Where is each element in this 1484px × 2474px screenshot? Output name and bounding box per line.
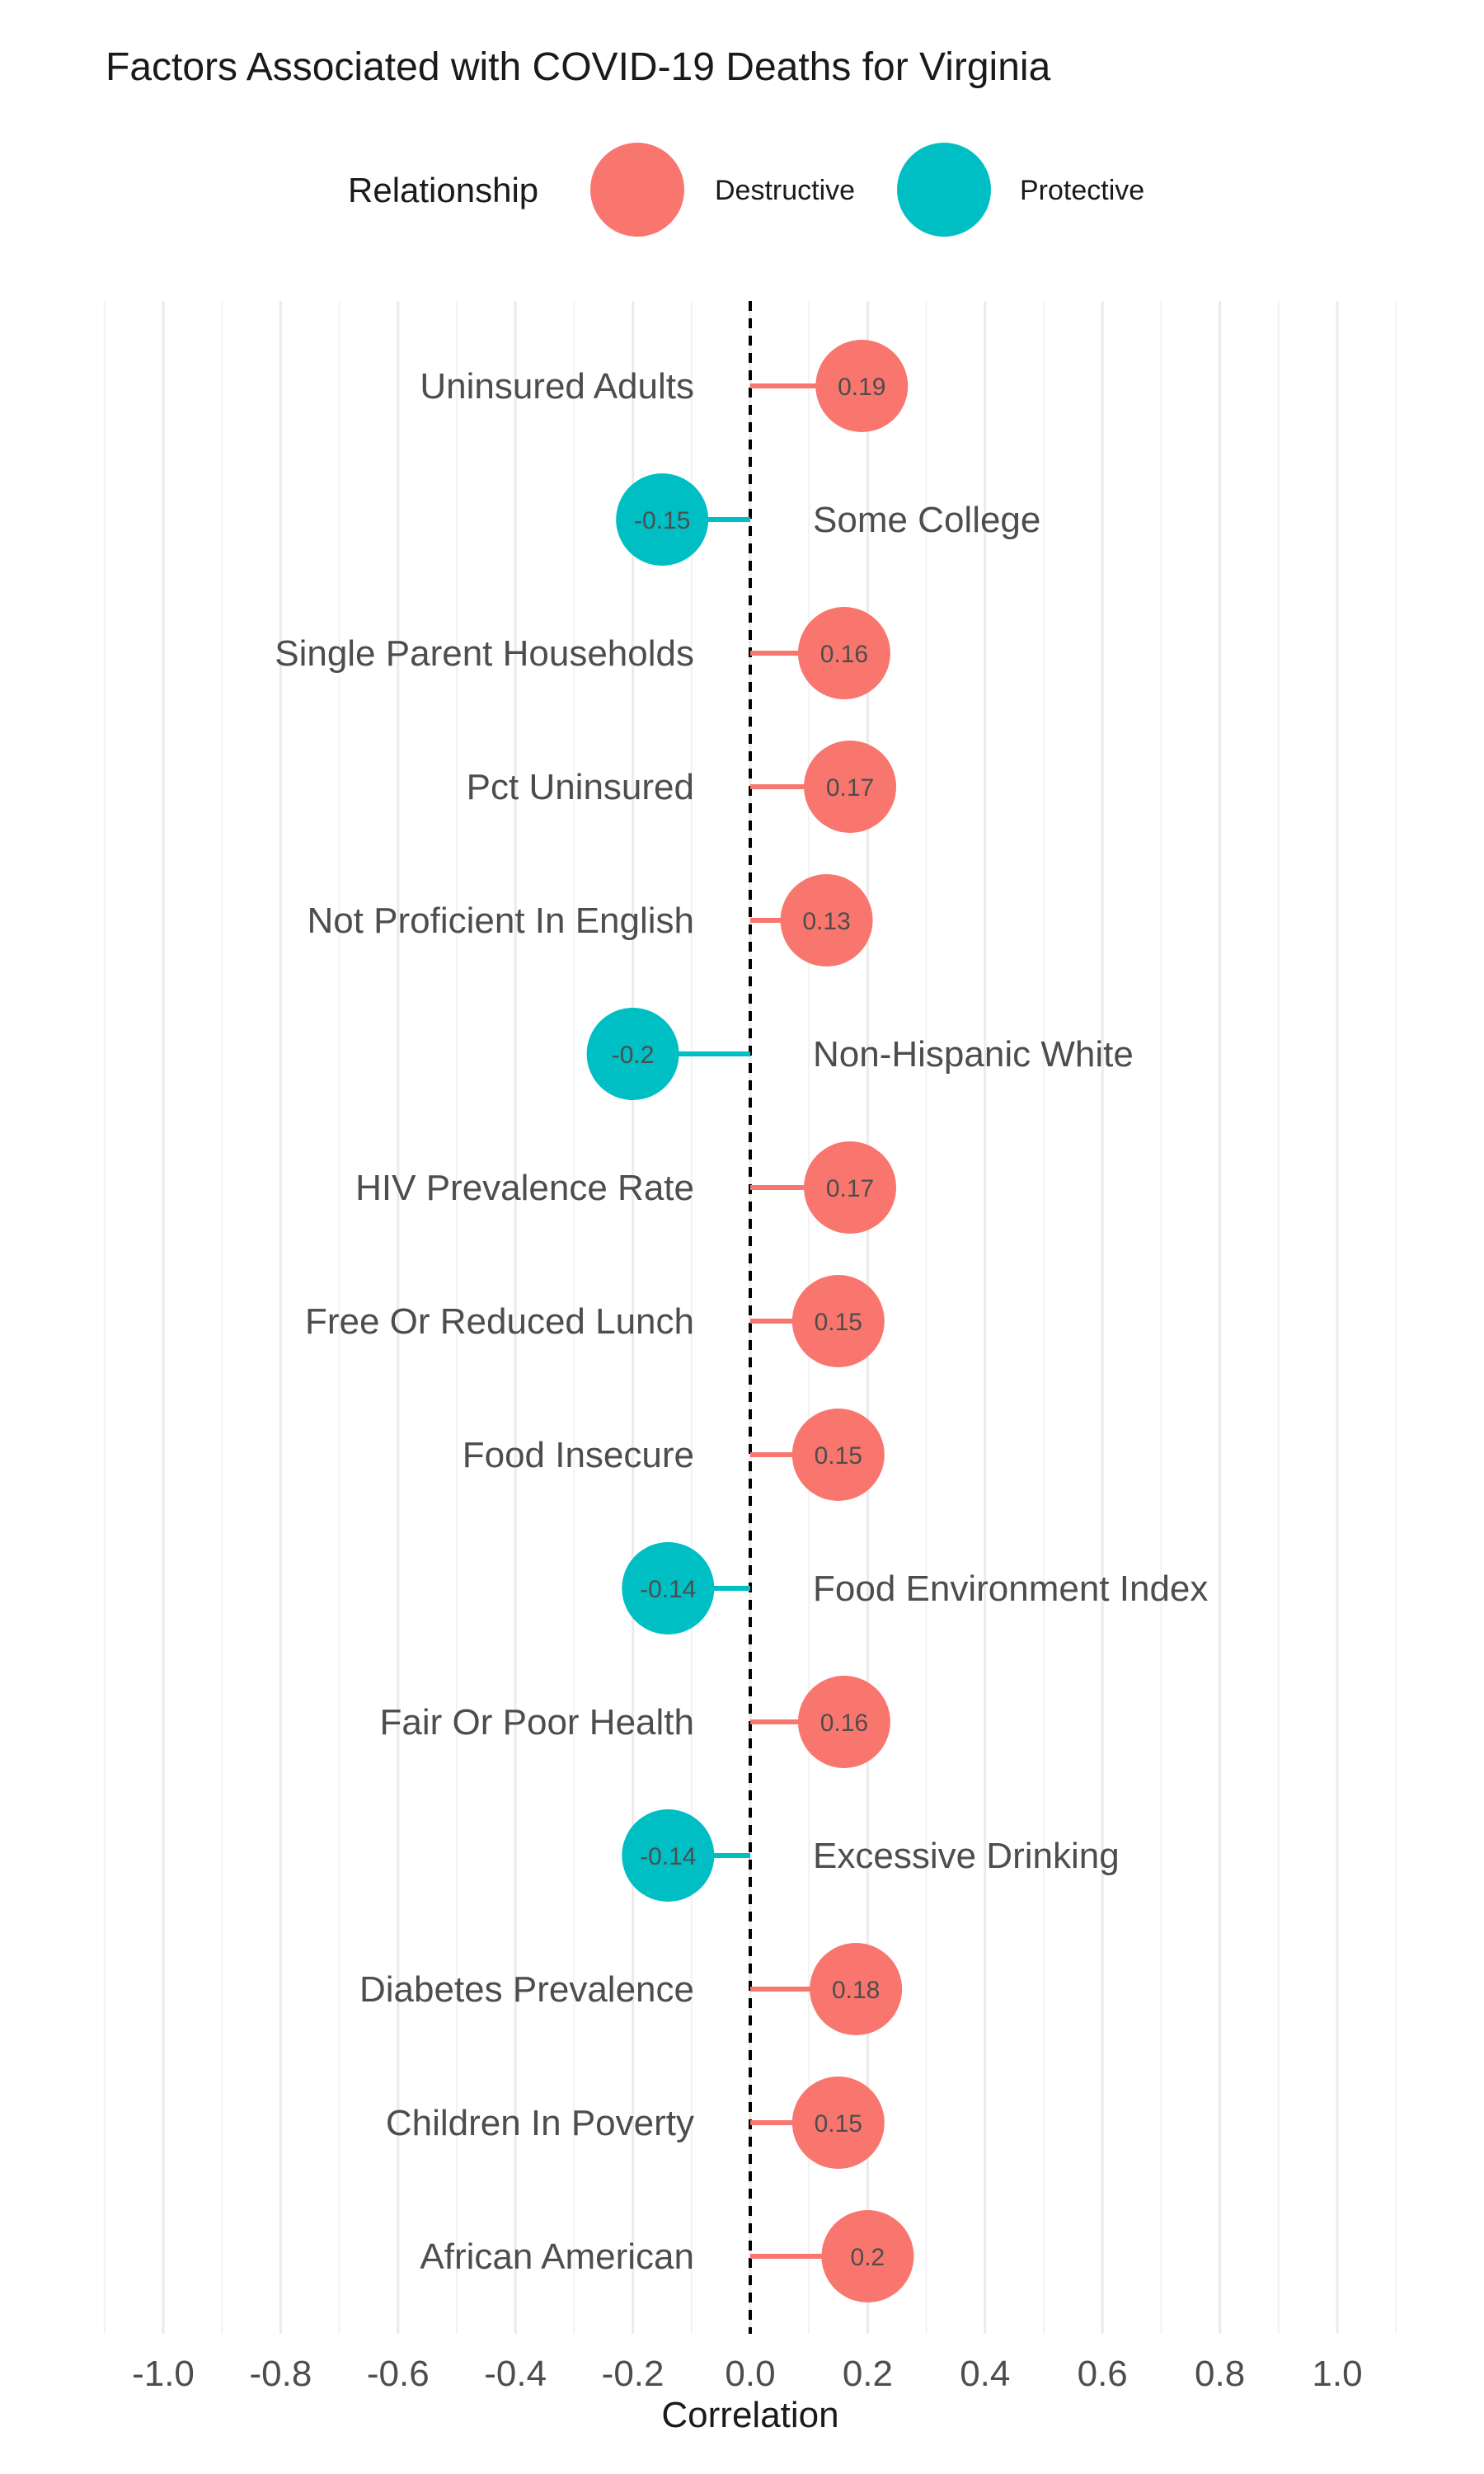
x-tick-label: 0.4	[960, 2354, 1010, 2394]
x-tick-label: -0.8	[249, 2354, 312, 2394]
x-tick-label: -0.4	[484, 2354, 547, 2394]
row-fair-or-poor-health: 0.16 Fair Or Poor Health	[380, 1676, 890, 1768]
row-single-parent-households: 0.16 Single Parent Households	[275, 607, 890, 699]
grid	[103, 301, 1397, 2334]
lollipop-point	[810, 1943, 903, 2035]
row-some-college: -0.15 Some College	[616, 473, 1040, 566]
row-children-in-poverty: 0.15 Children In Poverty	[386, 2077, 885, 2169]
lollipop-point	[791, 2077, 885, 2169]
category-label: Excessive Drinking	[813, 1836, 1120, 1876]
lollipop-point	[815, 340, 909, 432]
value-label: 0.15	[815, 1442, 862, 1470]
category-label: Non-Hispanic White	[813, 1034, 1134, 1075]
row-african-american: 0.2 African American	[420, 2210, 914, 2302]
legend-label-destructive: Destructive	[715, 175, 855, 206]
value-label: 0.15	[815, 1309, 862, 1336]
lollipop-point	[780, 874, 873, 967]
category-label: Some College	[813, 500, 1040, 540]
row-excessive-drinking: -0.14 Excessive Drinking	[622, 1809, 1120, 1902]
lollipop-point	[821, 2210, 914, 2302]
legend: Relationship Destructive Protective	[348, 143, 1144, 237]
lollipop-point	[791, 1275, 885, 1367]
value-label: 0.15	[815, 2110, 862, 2138]
x-axis: -1.0 -0.8 -0.6 -0.4 -0.2 0.0 0.2 0.4 0.6 0.8 1.0	[132, 2354, 1363, 2394]
x-tick-label: 0.0	[725, 2354, 775, 2394]
category-label: Food Insecure	[463, 1435, 694, 1475]
row-non-hispanic-white: -0.2 Non-Hispanic White	[586, 1008, 1134, 1100]
row-pct-uninsured: 0.17 Pct Uninsured	[467, 741, 897, 833]
row-free-or-reduced-lunch: 0.15 Free Or Reduced Lunch	[305, 1275, 885, 1367]
chart-title: Factors Associated with COVID-19 Deaths …	[106, 45, 1051, 89]
category-label: Free Or Reduced Lunch	[305, 1301, 694, 1342]
x-axis-title: Correlation	[661, 2395, 838, 2435]
value-label: -0.14	[640, 1843, 696, 1870]
value-label: -0.15	[634, 507, 690, 534]
category-label: Fair Or Poor Health	[380, 1702, 694, 1743]
row-diabetes-prevalence: 0.18 Diabetes Prevalence	[359, 1943, 903, 2035]
x-tick-label: 0.8	[1195, 2354, 1245, 2394]
x-tick-label: -1.0	[132, 2354, 195, 2394]
row-hiv-prevalence-rate: 0.17 HIV Prevalence Rate	[355, 1141, 897, 1234]
category-label: Food Environment Index	[813, 1569, 1208, 1609]
x-tick-label: 1.0	[1312, 2354, 1362, 2394]
lollipop-point	[804, 741, 897, 833]
x-tick-label: 0.2	[843, 2354, 893, 2394]
category-label: HIV Prevalence Rate	[355, 1168, 694, 1208]
lollipop-point	[616, 473, 709, 566]
value-label: 0.17	[826, 1175, 874, 1202]
legend-label-protective: Protective	[1020, 175, 1144, 206]
category-label: Not Proficient In English	[307, 901, 694, 941]
row-food-insecure: 0.15 Food Insecure	[463, 1409, 885, 1501]
legend-key-protective	[897, 143, 991, 237]
legend-title: Relationship	[348, 171, 538, 209]
x-tick-label: 0.6	[1078, 2354, 1128, 2394]
lollipop-point	[586, 1008, 679, 1100]
lollipop-point	[791, 1409, 885, 1501]
lollipop-point	[804, 1141, 897, 1234]
lollipop-point	[622, 1809, 715, 1902]
legend-key-destructive	[590, 143, 684, 237]
value-label: 0.18	[832, 1977, 880, 2004]
row-not-proficient-in-english: 0.13 Not Proficient In English	[307, 874, 873, 967]
row-food-environment-index: -0.14 Food Environment Index	[622, 1542, 1208, 1634]
row-uninsured-adults: 0.19 Uninsured Adults	[420, 340, 909, 432]
lollipop-point	[797, 607, 890, 699]
value-label: 0.13	[802, 908, 850, 935]
category-label: Uninsured Adults	[420, 366, 694, 407]
value-label: 0.16	[820, 641, 868, 668]
value-label: -0.14	[640, 1576, 696, 1603]
category-label: Children In Poverty	[386, 2103, 694, 2143]
plot-marks: 0.19 Uninsured Adults -0.15 Some College 0.1…	[275, 340, 1208, 2302]
value-label: -0.2	[612, 1042, 655, 1069]
value-label: 0.19	[838, 374, 885, 401]
value-label: 0.2	[851, 2244, 885, 2271]
category-label: Diabetes Prevalence	[359, 1969, 694, 2010]
lollipop-point	[797, 1676, 890, 1768]
x-tick-label: -0.6	[367, 2354, 430, 2394]
value-label: 0.16	[820, 1710, 868, 1737]
category-label: Single Parent Households	[275, 633, 694, 674]
x-tick-label: -0.2	[602, 2354, 665, 2394]
category-label: African American	[420, 2236, 694, 2277]
lollipop-point	[622, 1542, 715, 1634]
value-label: 0.17	[826, 774, 874, 802]
category-label: Pct Uninsured	[467, 767, 694, 807]
